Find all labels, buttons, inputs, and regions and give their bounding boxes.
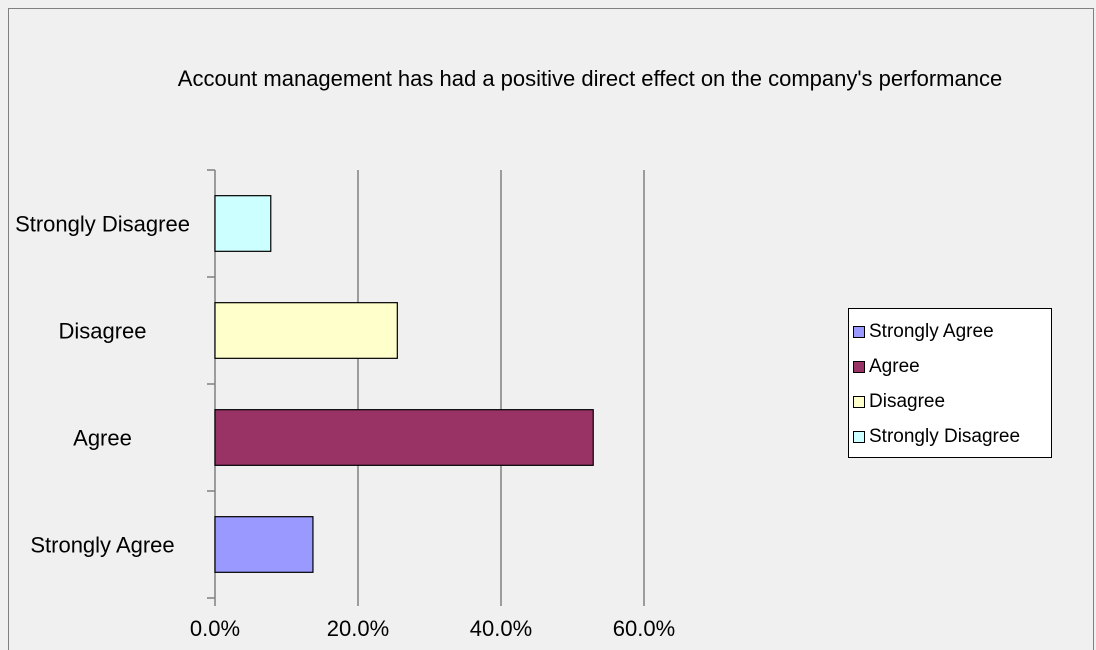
legend-label: Agree <box>869 355 920 377</box>
bar <box>214 302 398 359</box>
y-tick-label: Strongly Disagree <box>15 211 190 236</box>
legend-swatch <box>853 430 865 443</box>
y-tick-label: Disagree <box>58 318 147 343</box>
legend-label: Strongly Agree <box>869 320 994 342</box>
y-tick-label: Agree <box>73 425 132 450</box>
x-tick-label: 40.0% <box>470 616 532 641</box>
legend-swatch <box>853 395 865 408</box>
y-tick-label: Strongly Agree <box>30 532 175 557</box>
chart-title: Account management has had a positive di… <box>177 66 1003 91</box>
legend-swatch <box>853 325 865 338</box>
x-tick-label: 60.0% <box>613 616 675 641</box>
legend-entry: Strongly Disagree <box>853 419 1051 454</box>
legend-label: Strongly Disagree <box>869 425 1021 447</box>
bar <box>214 516 314 573</box>
legend: Strongly Agree Agree Disagree Strongly Disa… <box>848 308 1052 458</box>
bar <box>214 195 272 252</box>
legend-entry: Agree <box>853 349 1051 384</box>
bar <box>214 409 594 466</box>
legend-swatch <box>853 360 865 373</box>
legend-label: Disagree <box>869 390 946 412</box>
frame <box>8 8 1094 650</box>
x-tick-label: 0.0% <box>190 616 240 641</box>
legend-entry: Disagree <box>853 384 1051 419</box>
legend-entry: Strongly Agree <box>853 314 1051 349</box>
x-tick-label: 20.0% <box>327 616 389 641</box>
